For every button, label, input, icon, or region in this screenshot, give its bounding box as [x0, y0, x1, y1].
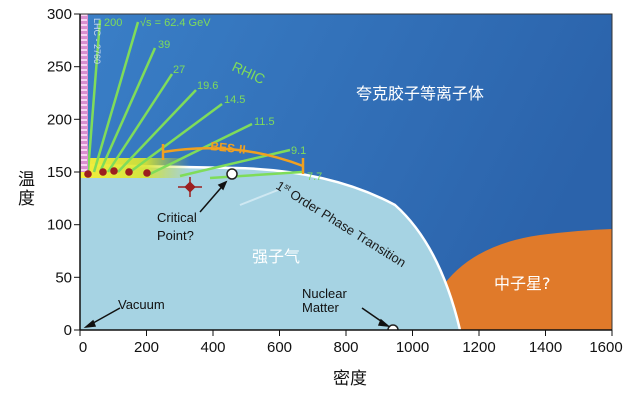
energy-line-extra — [239, 189, 279, 206]
annotation-arrows — [83, 180, 391, 329]
freezeout-point — [143, 169, 151, 177]
x-axis-ticks — [79, 330, 613, 336]
y-tick-label: 100 — [47, 217, 72, 234]
neutron-star-label: 中子星? — [494, 274, 551, 293]
energy-line-91 — [179, 148, 291, 178]
energy-line-624 — [92, 21, 140, 173]
y-tick-label: 50 — [55, 269, 72, 286]
energy-label-91: 9.1 — [291, 145, 306, 157]
nuclear-matter-label-line2: Matter — [302, 300, 340, 315]
y-tick-label: 300 — [47, 6, 72, 23]
x-tick-labels: 0 200 400 600 800 1000 1200 1400 1600 — [79, 339, 623, 356]
nuclear-matter-point — [387, 324, 399, 330]
energy-label-27: 27 — [173, 64, 185, 76]
x-tick-label: 800 — [333, 339, 358, 356]
freezeout-point — [84, 170, 92, 178]
x-tick-label: 1400 — [529, 339, 562, 356]
energy-line-27 — [106, 73, 174, 173]
y-tick-labels: 300 250 200 150 100 50 0 — [47, 6, 72, 339]
energy-lines — [86, 19, 303, 206]
neutron-star-region — [440, 229, 612, 330]
y-tick-label: 250 — [47, 59, 72, 76]
y-tick-label: 200 — [47, 111, 72, 128]
vacuum-label: Vacuum — [118, 297, 165, 312]
lhc-band — [80, 14, 88, 172]
bes-bracket — [162, 146, 304, 168]
energy-label-145: 14.5 — [224, 94, 245, 106]
y-tick-label: 0 — [64, 322, 72, 339]
energy-label-200: 200 — [104, 17, 122, 29]
x-tick-label: 600 — [267, 339, 292, 356]
y-tick-label: 150 — [47, 164, 72, 181]
energy-label-196: 19.6 — [197, 80, 218, 92]
phase-boundary-line — [80, 163, 462, 330]
first-order-superscript: st — [283, 182, 294, 193]
critical-point-label-line2: Point? — [157, 228, 194, 243]
freezeout-point — [110, 167, 118, 175]
critical-point-marker — [178, 177, 202, 197]
y-axis-ticks — [74, 13, 80, 331]
bes-label: BES-II — [210, 139, 247, 157]
lhc-label: LHC - 2760 — [92, 18, 102, 64]
energy-label-77: 7.7 — [307, 171, 322, 183]
nuclear-matter-label-line1: Nuclear — [302, 286, 347, 301]
qgp-label: 夸克胶子等离子体 — [356, 84, 484, 103]
x-tick-label: 1200 — [462, 339, 495, 356]
x-tick-label: 0 — [79, 339, 87, 356]
freezeout-point — [125, 168, 133, 176]
critical-point-label-line1: Critical — [157, 210, 197, 225]
critical-point-open — [226, 168, 238, 180]
freezeout-points — [84, 167, 151, 178]
hadron-gas-region — [80, 165, 460, 330]
energy-line-145 — [129, 102, 223, 174]
energy-line-77 — [209, 170, 303, 180]
x-tick-label: 1600 — [589, 339, 622, 356]
hadron-gas-label: 强子气 — [252, 247, 300, 266]
energy-line-39 — [98, 47, 157, 173]
freezeout-point — [99, 168, 107, 176]
x-tick-label: 200 — [134, 339, 159, 356]
y-axis-title: 温度 — [14, 170, 35, 208]
energy-label-624: √s = 62.4 GeV — [140, 17, 211, 29]
energy-label-115: 11.5 — [254, 116, 275, 128]
x-tick-label: 400 — [200, 339, 225, 356]
energy-line-196 — [117, 89, 197, 173]
energy-label-39: 39 — [158, 39, 170, 51]
x-tick-label: 1000 — [396, 339, 429, 356]
x-axis-title: 密度 — [333, 369, 367, 389]
energy-line-200 — [86, 19, 102, 173]
